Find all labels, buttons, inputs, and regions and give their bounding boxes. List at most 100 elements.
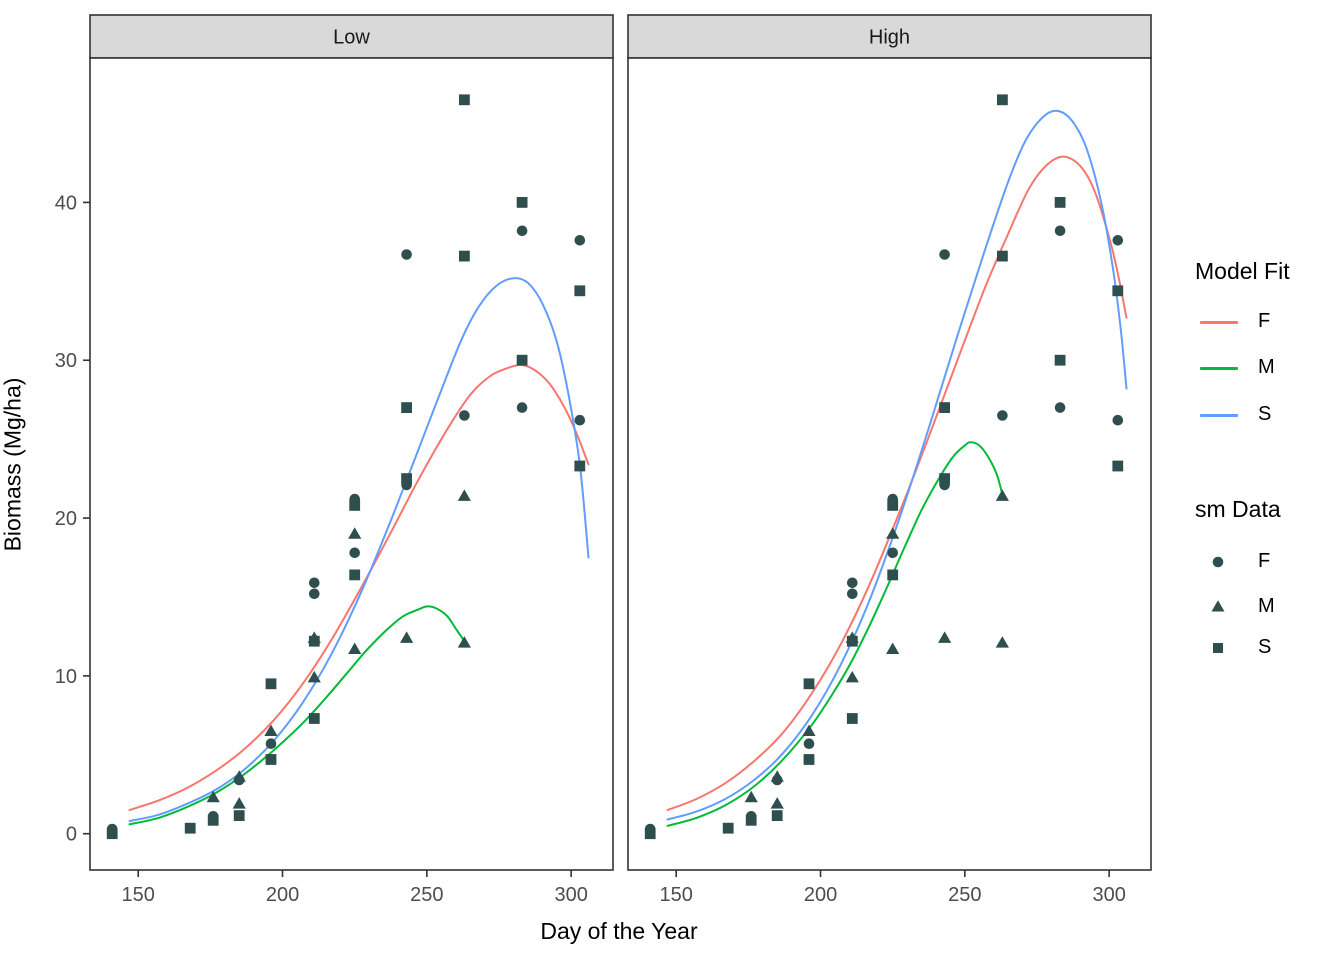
fit-f-line-key-icon [1200, 321, 1238, 324]
data-point-f [459, 410, 470, 421]
facet-strip-high [627, 14, 1152, 59]
legend-title-model-fit: Model Fit [1195, 258, 1290, 284]
fit-line-m-high [666, 441, 1004, 827]
data-point-m [938, 631, 952, 643]
data-point-s [1112, 285, 1124, 297]
facet-strip-label-high: High [869, 27, 910, 49]
data-point-f [997, 410, 1008, 421]
fit-line-s-high [666, 109, 1128, 821]
data-point-s [745, 814, 757, 826]
legend-label: M [1258, 356, 1275, 378]
x-tick-label: 250 [410, 884, 443, 906]
data-point-m [995, 489, 1009, 501]
x-tick-label: 150 [122, 884, 155, 906]
data-point-s [106, 828, 118, 840]
data-point-s [233, 810, 245, 821]
data-point-f [265, 738, 277, 749]
legend-label: F [1258, 550, 1271, 572]
x-tick-label: 250 [948, 884, 981, 906]
data-point-s [939, 473, 950, 484]
data-point-s [265, 678, 277, 690]
data-point-f [574, 235, 586, 246]
x-tick-label: 300 [554, 884, 587, 906]
y-tick-label: 0 [66, 824, 77, 846]
circle-point-key-icon [1212, 556, 1224, 568]
data-point-f [516, 225, 528, 237]
data-point-m [307, 670, 321, 683]
data-point-f [401, 249, 412, 260]
x-tick-label: 200 [266, 884, 299, 906]
data-point-s [516, 197, 528, 208]
data-point-s [401, 402, 412, 413]
data-point-s [308, 713, 320, 724]
data-point-f [847, 577, 858, 589]
data-point-s [722, 822, 734, 834]
data-point-s [349, 569, 361, 581]
data-point-f [1054, 225, 1066, 237]
data-point-m [348, 642, 362, 654]
data-point-m [845, 670, 859, 683]
data-point-m [744, 790, 758, 803]
data-point-f [939, 249, 950, 260]
legend: Model Fit F M S sm Data F M S [1193, 0, 1343, 960]
data-point-s [459, 94, 470, 106]
data-point-f [887, 547, 898, 559]
legend-title-sm-data: sm Data [1195, 496, 1281, 522]
data-point-s [459, 250, 470, 262]
data-point-s [1054, 354, 1066, 366]
y-axis-title: Biomass (Mg/ha) [0, 377, 26, 552]
legend-label: F [1258, 310, 1271, 332]
data-point-s [887, 569, 899, 581]
data-point-m [400, 631, 414, 643]
y-tick-label: 20 [55, 508, 77, 530]
data-point-m [770, 797, 784, 809]
data-point-f [847, 588, 858, 600]
facet-strip-label-low: Low [333, 27, 370, 49]
data-point-m [232, 797, 246, 809]
data-point-s [574, 460, 586, 472]
fit-m-line-key-icon [1200, 367, 1238, 370]
y-tick-label: 30 [55, 350, 77, 372]
data-point-s [516, 354, 528, 366]
data-point-m [457, 636, 471, 648]
data-point-s [887, 500, 899, 511]
legend-label: M [1258, 595, 1275, 617]
square-point-key-icon [1213, 643, 1223, 653]
data-point-s [846, 635, 858, 647]
data-point-f [803, 738, 815, 749]
fit-s-line-key-icon [1200, 414, 1238, 417]
data-point-s [574, 285, 586, 297]
data-point-f [309, 588, 320, 600]
data-point-f [516, 402, 528, 413]
data-point-s [1112, 460, 1124, 472]
data-point-s [644, 828, 656, 840]
data-point-s [846, 713, 858, 724]
data-point-m [770, 770, 784, 782]
data-point-m [802, 724, 816, 737]
y-tick-label: 40 [55, 192, 77, 214]
data-point-m [457, 489, 471, 501]
data-point-f [1054, 402, 1066, 413]
data-point-m [886, 642, 900, 654]
data-point-s [308, 635, 320, 647]
data-point-m [995, 636, 1009, 648]
data-point-f [309, 577, 320, 589]
data-point-m [206, 790, 220, 803]
x-axis-title: Day of the Year [540, 918, 698, 944]
data-point-s [207, 814, 219, 826]
data-point-s [349, 500, 361, 511]
data-point-s [939, 402, 950, 413]
legend-label: S [1258, 403, 1272, 425]
panel-high [627, 57, 1152, 871]
data-point-s [771, 810, 783, 821]
data-point-s [401, 473, 412, 484]
data-point-f [349, 547, 361, 559]
data-point-m [232, 770, 246, 782]
data-point-s [1054, 197, 1066, 208]
data-point-s [803, 754, 815, 765]
y-tick-label: 10 [55, 666, 77, 688]
x-tick-label: 300 [1092, 884, 1125, 906]
data-point-s [184, 822, 196, 834]
